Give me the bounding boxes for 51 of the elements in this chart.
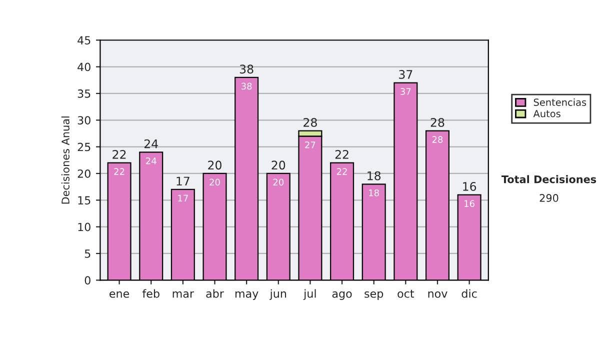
x-tick-label: sep [364, 291, 384, 300]
total-label: 20 [272, 160, 286, 170]
y-tick-label: 0 [84, 276, 90, 285]
data-label: 16 [464, 200, 474, 207]
x-tick-label: ene [110, 291, 130, 298]
y-tick-label: 35 [78, 89, 90, 98]
data-label: 20 [273, 178, 284, 186]
data-label: 28 [432, 136, 443, 143]
total-label: 38 [240, 64, 254, 74]
total-label: 20 [208, 160, 222, 170]
data-label: 20 [210, 178, 220, 186]
data-label: 17 [178, 194, 188, 202]
data-label: 22 [114, 168, 124, 175]
y-tick-label: 45 [78, 36, 90, 44]
data-label: 18 [369, 189, 379, 196]
text: Total Decisiones [501, 175, 596, 184]
data-label: 38 [242, 82, 252, 90]
data-label: 27 [305, 141, 316, 148]
x-tick-label: jun [270, 289, 286, 300]
total-label: 28 [304, 118, 317, 127]
data-label: 24 [146, 157, 156, 164]
total-label: 18 [368, 171, 381, 180]
total-label: 22 [335, 150, 348, 159]
total-label: 22 [112, 150, 126, 159]
y-tick-label: 15 [78, 196, 90, 205]
text: 290 [540, 194, 558, 202]
data-label: 22 [336, 168, 347, 175]
legend-label: Sentencias [534, 98, 586, 106]
y-tick-label: 40 [78, 62, 90, 72]
y-tick-label: 25 [78, 142, 90, 152]
total-label: 24 [144, 139, 158, 148]
total-label: 28 [430, 118, 444, 127]
x-tick-label: abr [206, 289, 224, 298]
x-tick-label: feb [142, 289, 160, 298]
total-label: 37 [399, 70, 412, 79]
x-tick-label: may [235, 291, 258, 300]
y-tick-label: 10 [78, 222, 90, 232]
x-tick-label: ago [332, 291, 352, 300]
y-tick-label: 20 [78, 169, 90, 178]
legend-label: Autos [533, 110, 560, 118]
data-label: 37 [400, 88, 411, 95]
y-tick-label: 5 [84, 250, 90, 258]
x-tick-label: oct [398, 290, 414, 298]
x-tick-label: dic [462, 289, 477, 298]
y-tick-label: 30 [78, 116, 90, 125]
total-label: 16 [463, 182, 476, 191]
y-axis-title: Decisiones Anual [61, 116, 70, 204]
total-label: 17 [176, 176, 190, 186]
x-tick-label: mar [172, 291, 194, 298]
x-tick-label: jul [303, 289, 316, 300]
x-tick-label: nov [428, 291, 448, 298]
